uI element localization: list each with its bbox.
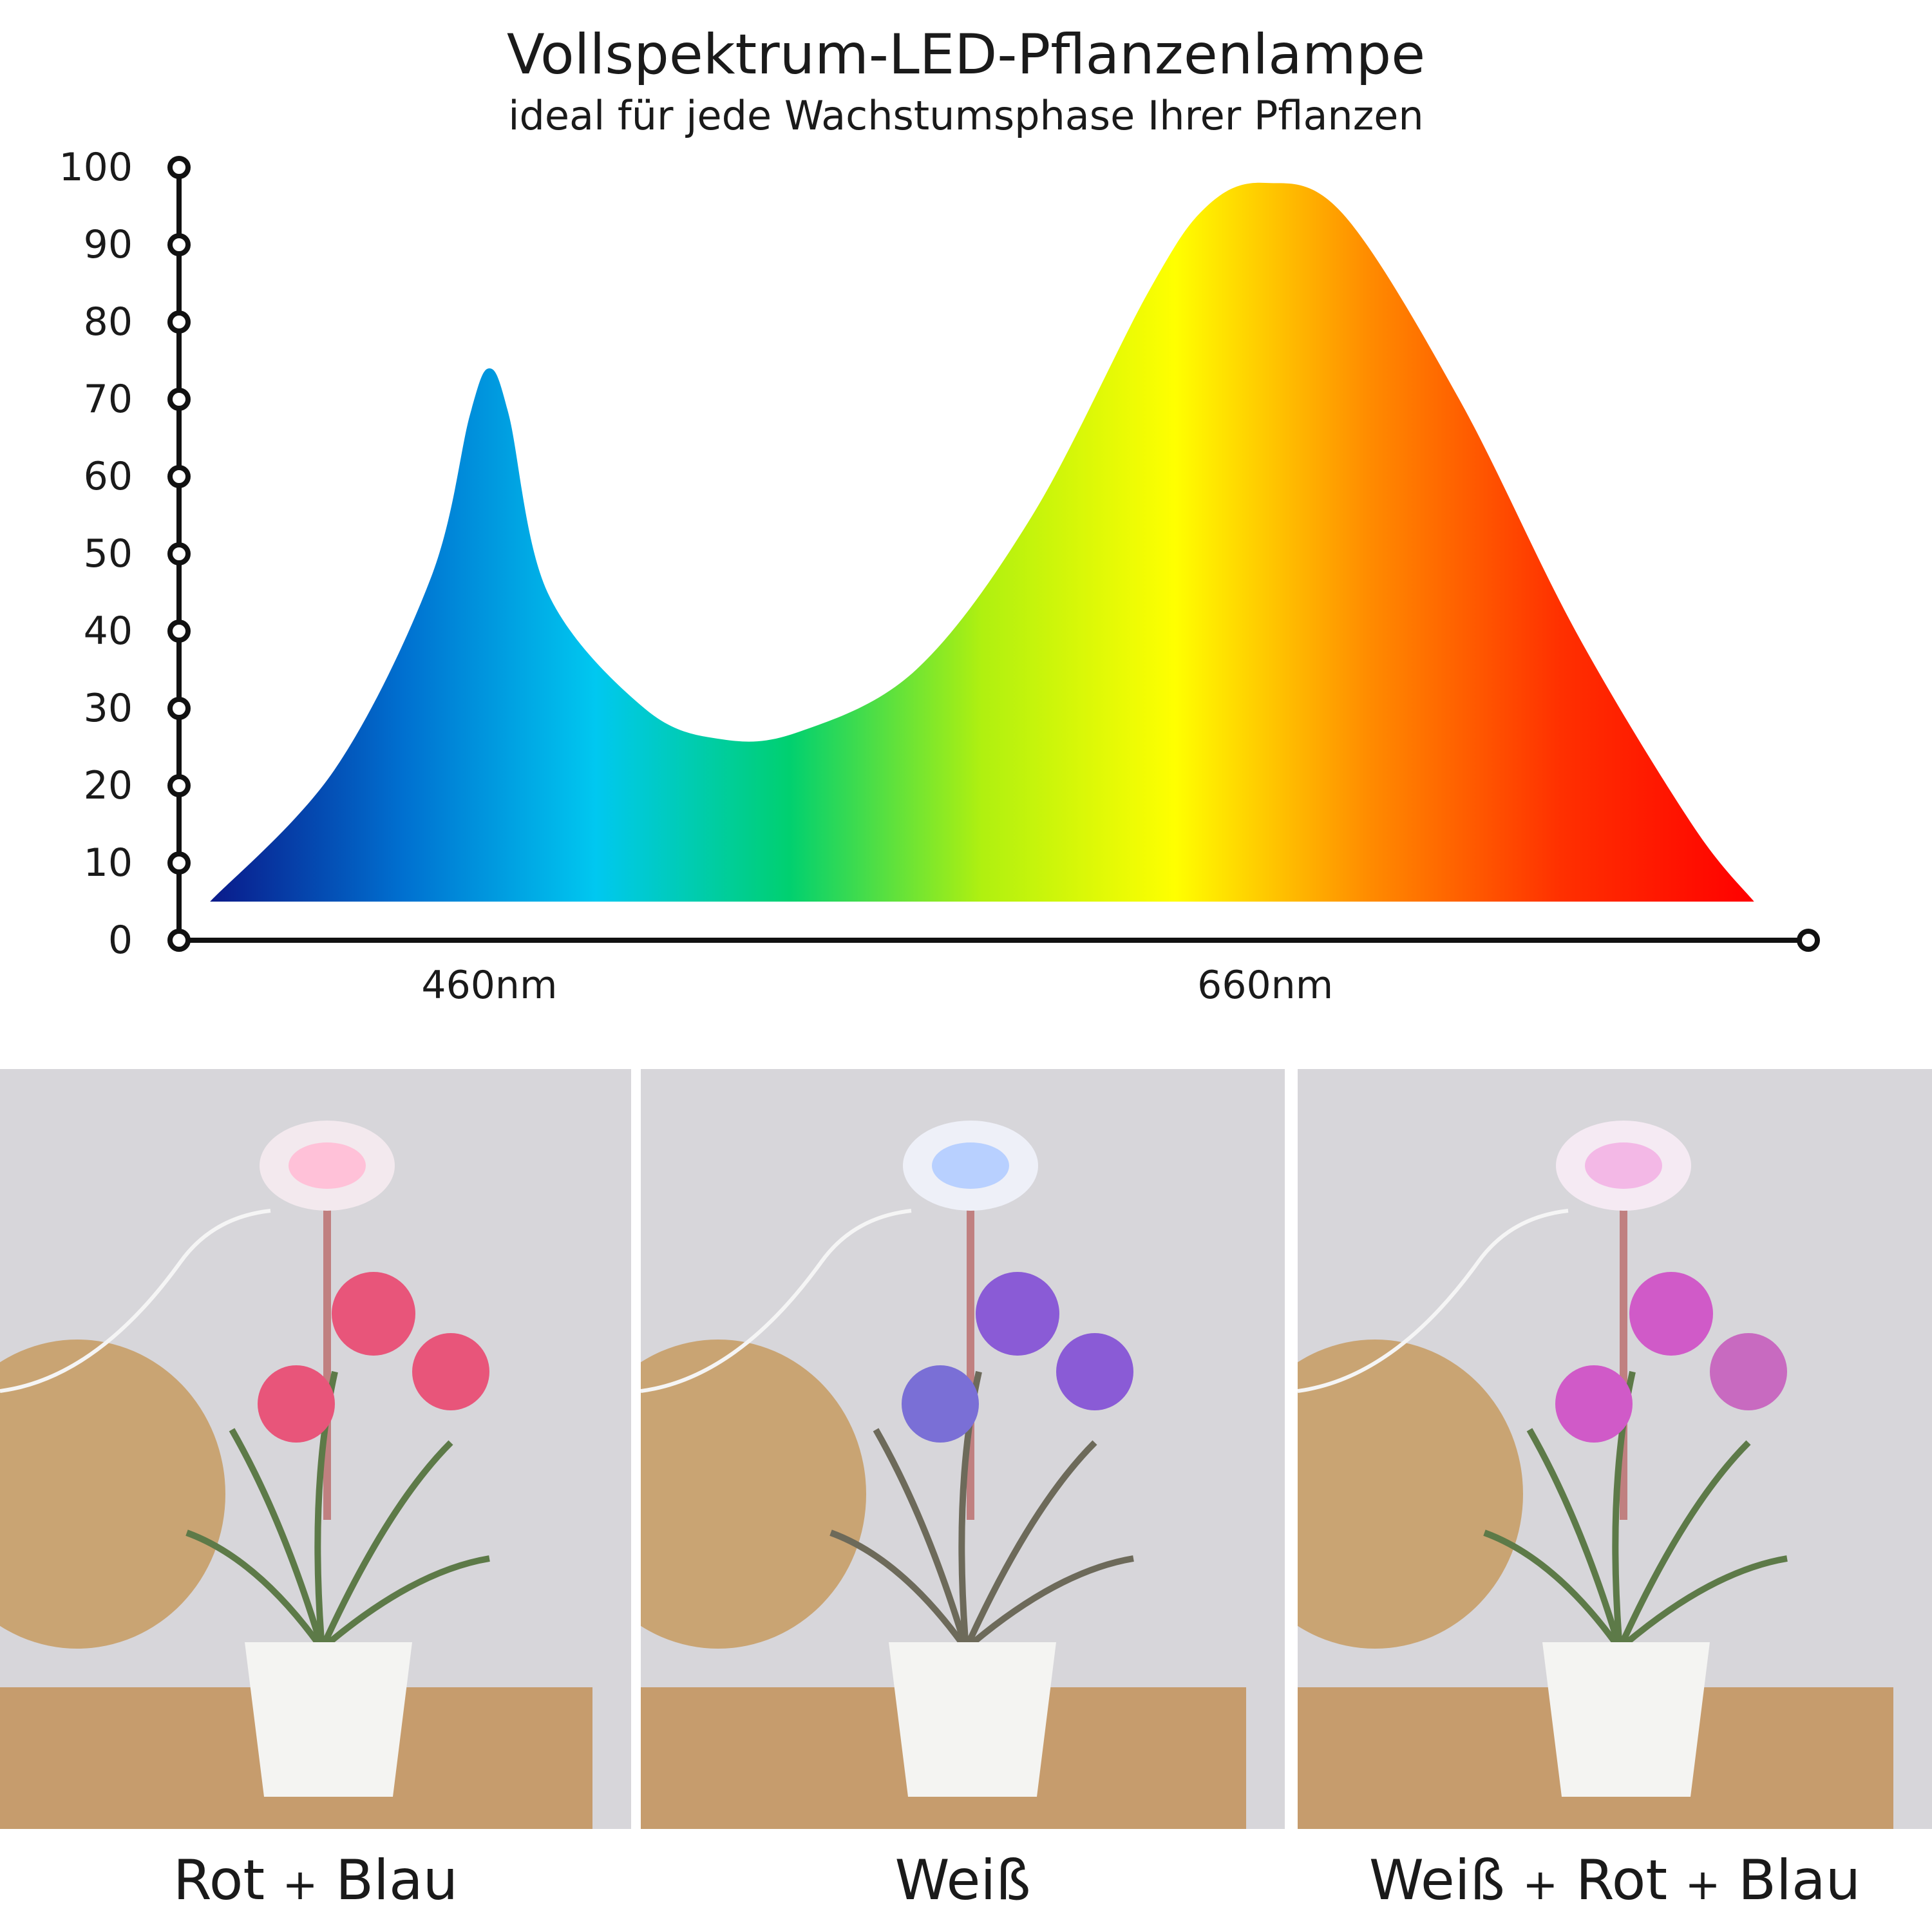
plant-lamp-photo-1	[0, 1069, 631, 1829]
y-tick-marker	[167, 774, 191, 797]
photo-panel-red-blue	[0, 1069, 631, 1829]
y-tick-label: 0	[108, 918, 133, 963]
flower	[1629, 1272, 1713, 1356]
y-tick-label: 10	[84, 840, 133, 886]
y-tick-marker	[167, 156, 191, 179]
basket	[0, 1340, 225, 1649]
y-axis-ticks: 0 10 20 30 40 50 60 70 80 90 100	[59, 145, 191, 963]
caption-white: Weiß	[641, 1842, 1285, 1919]
spectrum-area	[210, 182, 1754, 902]
flower-pot	[1542, 1642, 1710, 1797]
y-tick-marker	[167, 620, 191, 643]
y-tick-label: 60	[84, 454, 133, 499]
flower	[1056, 1333, 1133, 1410]
chart-title: Vollspektrum-LED-Pflanzenlampe	[506, 23, 1426, 87]
caption-word: Rot	[1575, 1848, 1668, 1913]
x-axis-end-marker	[1797, 929, 1820, 952]
y-tick-marker	[167, 233, 191, 256]
gooseneck	[323, 1198, 331, 1520]
y-tick-label: 80	[84, 299, 133, 345]
x-tick-label: 660nm	[1197, 963, 1333, 1008]
y-tick-marker	[167, 465, 191, 488]
y-tick-marker	[167, 388, 191, 411]
flower	[976, 1272, 1059, 1356]
flower	[332, 1272, 415, 1356]
y-tick-label: 20	[84, 763, 133, 808]
flower	[412, 1333, 489, 1410]
lamp-ring-inner	[1585, 1142, 1662, 1189]
caption-word: Weiß	[1368, 1848, 1505, 1913]
flower	[1555, 1365, 1633, 1443]
caption-word: Blau	[1738, 1848, 1861, 1913]
flower	[1710, 1333, 1787, 1410]
y-tick-marker	[167, 929, 191, 952]
y-tick-marker	[167, 542, 191, 565]
y-tick-label: 100	[59, 145, 133, 190]
caption-white-red-blue: Weiß + Rot + Blau	[1298, 1842, 1932, 1919]
y-tick-label: 90	[84, 222, 133, 267]
cable	[641, 1209, 912, 1393]
basket	[1298, 1340, 1523, 1649]
caption-word: Weiß	[895, 1848, 1031, 1913]
cable	[0, 1209, 271, 1393]
spectrum-chart: 0 10 20 30 40 50 60 70 80 90 100 460nm 660nm	[59, 145, 1820, 1008]
y-tick-marker	[167, 697, 191, 720]
caption-plus: +	[1685, 1860, 1721, 1909]
cable	[1298, 1209, 1569, 1393]
plant-lamp-photo-3	[1298, 1069, 1932, 1829]
y-tick-label: 40	[84, 609, 133, 654]
flower-pot	[889, 1642, 1056, 1797]
caption-plus: +	[1522, 1860, 1558, 1909]
lamp-ring-inner	[932, 1142, 1009, 1189]
basket	[641, 1340, 866, 1649]
caption-word: Rot	[173, 1848, 265, 1913]
x-tick-label: 460nm	[421, 963, 557, 1008]
flower	[902, 1365, 979, 1443]
flower	[258, 1365, 335, 1443]
x-axis-ticks: 460nm 660nm	[421, 963, 1333, 1008]
y-tick-marker	[167, 851, 191, 875]
photo-panel-white	[641, 1069, 1285, 1829]
y-tick-marker	[167, 310, 191, 334]
photo-panel-white-red-blue	[1298, 1069, 1932, 1829]
plant-leaves	[185, 1370, 490, 1651]
y-tick-label: 70	[84, 377, 133, 422]
gooseneck	[967, 1198, 974, 1520]
plant-lamp-photo-2	[641, 1069, 1285, 1829]
chart-subtitle: ideal für jede Wachstumsphase Ihrer Pfla…	[508, 92, 1424, 139]
flower-pot	[245, 1642, 412, 1797]
y-tick-label: 30	[84, 686, 133, 731]
caption-plus: +	[282, 1860, 318, 1909]
lamp-ring-inner	[289, 1142, 366, 1189]
caption-word: Blau	[336, 1848, 459, 1913]
caption-red-blue: Rot + Blau	[0, 1842, 631, 1919]
y-tick-label: 50	[84, 531, 133, 576]
